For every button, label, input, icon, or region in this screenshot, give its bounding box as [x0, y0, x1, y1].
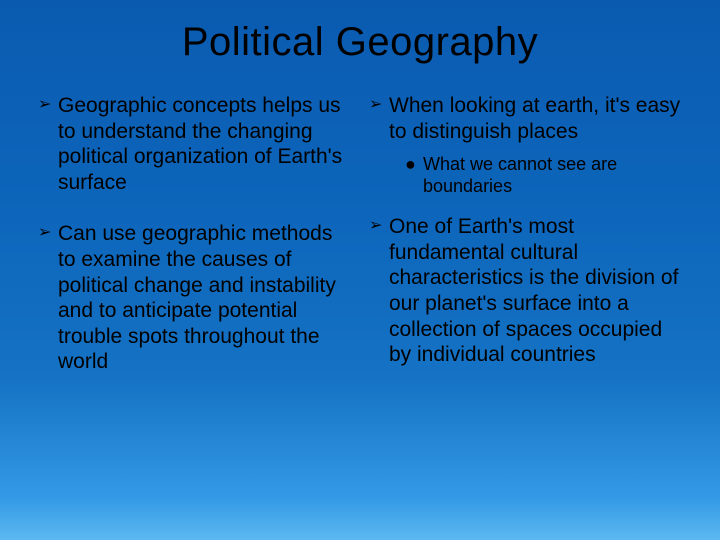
arrow-icon: ➢ [369, 214, 389, 368]
sub-bullet-item: ● What we cannot see are boundaries [405, 154, 682, 198]
sub-bullet-text: What we cannot see are boundaries [423, 154, 682, 198]
bullet-item: ➢ Can use geographic methods to examine … [38, 221, 351, 375]
bullet-text: When looking at earth, it's easy to dist… [389, 93, 682, 144]
bullet-text: Can use geographic methods to examine th… [58, 221, 351, 375]
bullet-item: ➢ Geographic concepts helps us to unders… [38, 93, 351, 195]
bullet-text: One of Earth's most fundamental cultural… [389, 214, 682, 368]
right-column: ➢ When looking at earth, it's easy to di… [369, 93, 682, 401]
content-columns: ➢ Geographic concepts helps us to unders… [38, 93, 682, 401]
arrow-icon: ➢ [38, 221, 58, 375]
bullet-text: Geographic concepts helps us to understa… [58, 93, 351, 195]
arrow-icon: ➢ [38, 93, 58, 195]
slide-container: Political Geography ➢ Geographic concept… [0, 0, 720, 540]
left-column: ➢ Geographic concepts helps us to unders… [38, 93, 351, 401]
bullet-item: ➢ When looking at earth, it's easy to di… [369, 93, 682, 144]
dot-icon: ● [405, 154, 423, 198]
slide-title: Political Geography [38, 20, 682, 65]
arrow-icon: ➢ [369, 93, 389, 144]
bullet-item: ➢ One of Earth's most fundamental cultur… [369, 214, 682, 368]
